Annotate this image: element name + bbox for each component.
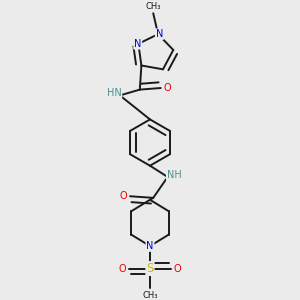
Text: O: O (163, 83, 171, 93)
Text: HN: HN (107, 88, 122, 98)
Text: O: O (119, 264, 127, 274)
Text: N: N (156, 29, 163, 39)
Text: N: N (134, 39, 141, 49)
Text: CH₃: CH₃ (146, 2, 161, 11)
Text: O: O (173, 264, 181, 274)
Text: N: N (146, 241, 154, 251)
Text: NH: NH (167, 170, 182, 180)
Text: O: O (120, 191, 128, 201)
Text: CH₃: CH₃ (142, 291, 158, 300)
Text: S: S (146, 262, 154, 275)
